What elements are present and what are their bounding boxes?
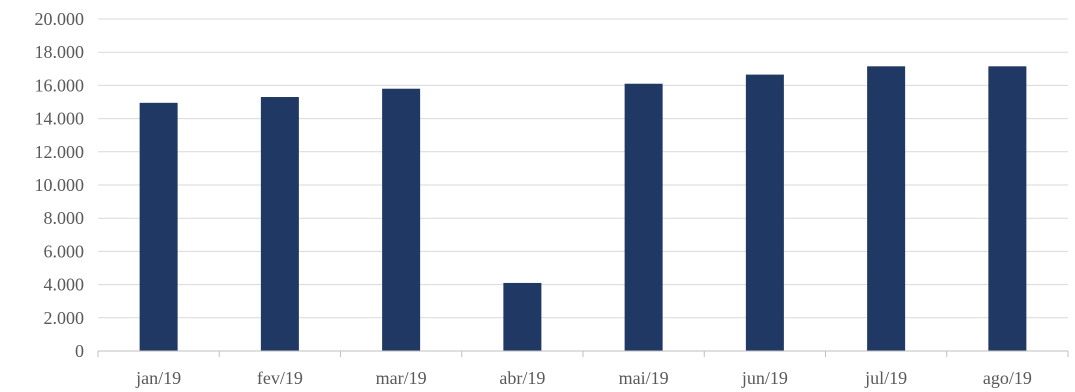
y-tick-label: 10.000: [35, 175, 85, 195]
y-tick-label: 18.000: [35, 42, 85, 62]
x-tick-label: fev/19: [257, 368, 303, 388]
y-tick-label: 2.000: [44, 308, 85, 328]
gridlines: [98, 18, 1068, 319]
y-axis-tick-labels: 0 2.000 4.000 6.000 8.000 10.000 12.000 14.000 1…: [35, 9, 85, 361]
bar-jun-19: [745, 74, 784, 352]
bar-jan-19: [139, 102, 178, 351]
x-tick-label: jan/19: [135, 368, 181, 388]
y-tick-label: 6.000: [44, 241, 85, 261]
x-tick-label: jun/19: [741, 368, 788, 388]
bar-fev-19: [260, 97, 299, 352]
x-tick-label: jul/19: [864, 368, 907, 388]
y-tick-label: 8.000: [44, 208, 85, 228]
bar-mai-19: [624, 83, 663, 352]
y-tick-label: 0: [75, 341, 84, 361]
bars: [139, 66, 1027, 352]
y-tick-label: 20.000: [35, 9, 85, 29]
x-tick-label: abr/19: [499, 368, 545, 388]
x-axis: [97, 350, 1069, 357]
bar-jul-19: [867, 66, 906, 351]
bar-ago-19: [988, 66, 1027, 351]
x-tick-label: ago/19: [983, 368, 1032, 388]
y-tick-label: 16.000: [35, 75, 85, 95]
bar-mar-19: [382, 88, 421, 351]
y-tick-label: 4.000: [44, 275, 85, 295]
x-tick-label: mar/19: [376, 368, 427, 388]
x-axis-tick-labels: jan/19 fev/19 mar/19 abr/19 mai/19 jun/19 jul/…: [135, 368, 1032, 388]
y-tick-label: 12.000: [35, 142, 85, 162]
y-tick-label: 14.000: [35, 109, 85, 129]
bar-abr-19: [503, 282, 542, 351]
x-tick-label: mai/19: [619, 368, 669, 388]
